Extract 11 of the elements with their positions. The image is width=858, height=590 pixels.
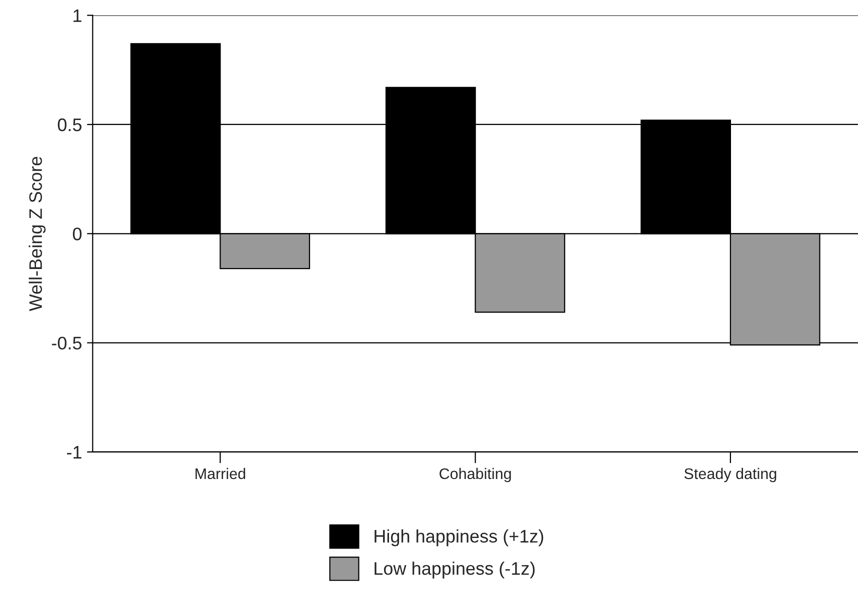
y-tick-label: 0 [72, 228, 82, 240]
legend-label: High happiness (+1z) [374, 529, 544, 546]
x-tick-label: Cohabiting [440, 468, 511, 482]
y-axis-title: Well-Being Z Score [28, 156, 46, 312]
y-tick-label: 1 [74, 9, 82, 22]
x-tick-label: Married [196, 468, 246, 480]
y-tick-label: -1 [66, 446, 82, 458]
y-tick-label: -0.5 [52, 336, 82, 350]
x-tick-label: Steady dating [684, 468, 776, 482]
legend-label: Low happiness (-1z) [374, 562, 535, 578]
y-tick-label: 0.5 [58, 118, 82, 132]
